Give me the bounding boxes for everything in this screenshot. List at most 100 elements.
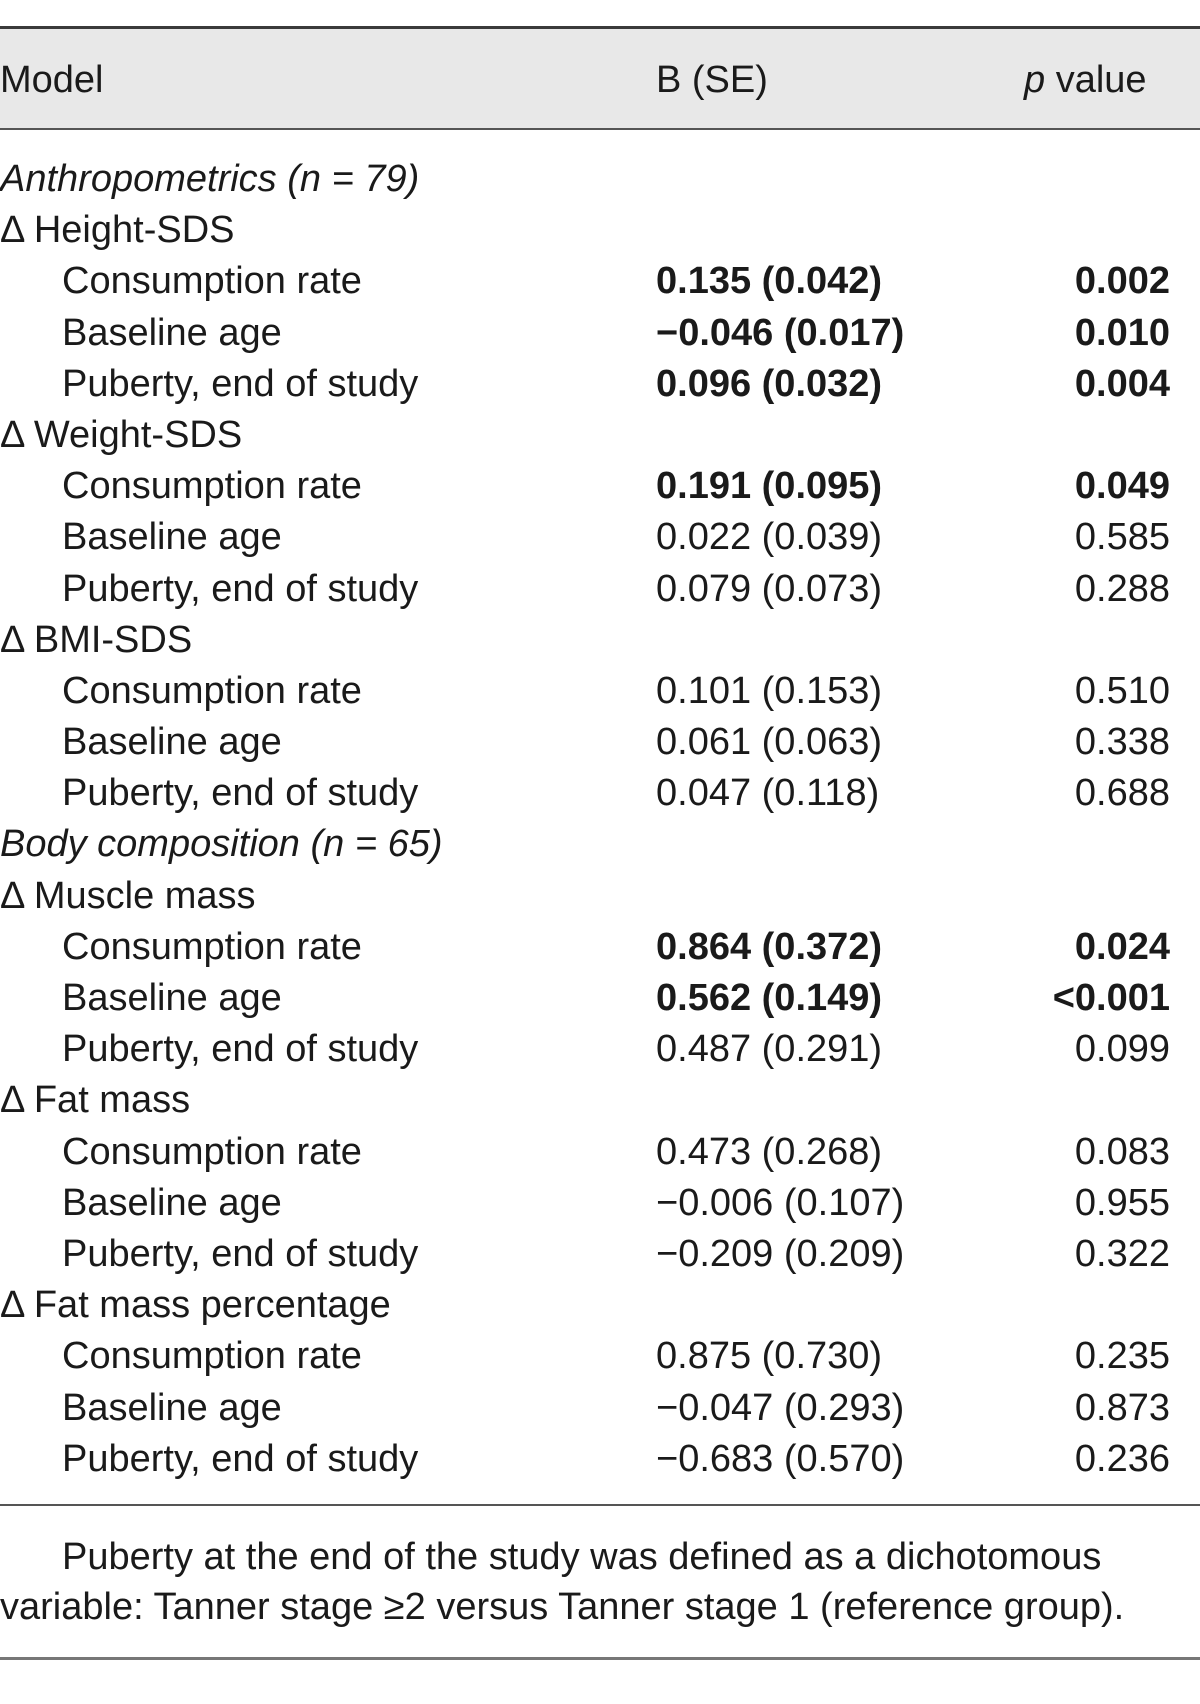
p-value-cell: 0.688 (1074, 772, 1170, 815)
row-label: Baseline age (62, 721, 282, 764)
b-se-cell: 0.875 (0.730) (656, 1335, 883, 1378)
p-value-cell: 0.083 (1074, 1130, 1170, 1173)
p-value-cell: 0.099 (1074, 1028, 1170, 1071)
header-rule (0, 128, 1200, 130)
b-se-cell: 0.135 (0.042) (656, 260, 883, 303)
table-row: Puberty, end of study −0.209 (0.209) 0.322 (0, 1229, 1200, 1280)
b-se-cell: 0.487 (0.291) (656, 1028, 883, 1071)
row-label: Puberty, end of study (62, 1232, 419, 1275)
table-row: Consumption rate 0.191 (0.095) 0.049 (0, 461, 1200, 512)
b-se-cell: 0.101 (0.153) (656, 669, 883, 712)
row-label: Consumption rate (62, 465, 362, 508)
group-row: Δ Muscle mass (0, 871, 1200, 922)
row-label: Puberty, end of study (62, 362, 419, 405)
section-row: Body composition (n = 65) (0, 819, 1200, 870)
p-value-cell: <0.001 (1052, 977, 1170, 1019)
footnote-line-2: variable: Tanner stage ≥2 versus Tanner … (0, 1586, 1125, 1628)
b-se-cell: 0.096 (0.032) (656, 362, 883, 405)
table-row: Consumption rate 0.473 (0.268) 0.083 (0, 1127, 1200, 1178)
row-label: Δ Weight-SDS (0, 413, 243, 456)
table-row: Baseline age −0.047 (0.293) 0.873 (0, 1383, 1200, 1434)
p-value-cell: 0.002 (1074, 260, 1170, 303)
p-value-cell: 0.510 (1074, 669, 1170, 712)
p-value-cell: 0.010 (1074, 311, 1170, 354)
row-label: Baseline age (62, 977, 282, 1019)
table-row: Baseline age 0.022 (0.039) 0.585 (0, 512, 1200, 563)
b-se-cell: 0.061 (0.063) (656, 721, 883, 764)
header-p-rest: value (1045, 59, 1147, 101)
group-row: Δ Fat mass percentage (0, 1280, 1200, 1331)
table-bottom-rule (0, 1504, 1200, 1506)
p-value-cell: 0.049 (1074, 465, 1170, 508)
row-label: Puberty, end of study (62, 1028, 419, 1071)
table-row: Consumption rate 0.875 (0.730) 0.235 (0, 1331, 1200, 1382)
p-value-cell: 0.024 (1074, 925, 1170, 968)
row-label: Δ Fat mass (0, 1079, 191, 1122)
p-value-cell: 0.004 (1074, 362, 1170, 405)
table-row: Consumption rate 0.135 (0.042) 0.002 (0, 256, 1200, 307)
p-value-cell: 0.235 (1074, 1335, 1170, 1378)
group-row: Δ BMI-SDS (0, 615, 1200, 666)
table-row: Consumption rate 0.864 (0.372) 0.024 (0, 922, 1200, 973)
table-row: Puberty, end of study −0.683 (0.570) 0.236 (0, 1434, 1200, 1485)
b-se-cell: −0.046 (0.017) (656, 311, 905, 354)
row-label: Consumption rate (62, 669, 362, 712)
header-b-se: B (SE) (656, 59, 768, 101)
header-model: Model (0, 59, 104, 101)
table-row: Baseline age −0.046 (0.017) 0.010 (0, 308, 1200, 359)
b-se-cell: −0.683 (0.570) (656, 1437, 905, 1480)
b-se-cell: 0.473 (0.268) (656, 1130, 883, 1173)
table-row: Consumption rate 0.101 (0.153) 0.510 (0, 666, 1200, 717)
table-row: Puberty, end of study 0.047 (0.118) 0.688 (0, 768, 1200, 819)
b-se-cell: −0.047 (0.293) (656, 1386, 905, 1429)
top-rule (0, 26, 1200, 29)
b-se-cell: 0.191 (0.095) (656, 465, 883, 508)
b-se-cell: 0.079 (0.073) (656, 567, 883, 610)
b-se-cell: −0.006 (0.107) (656, 1181, 905, 1224)
row-label: Δ Height-SDS (0, 209, 235, 252)
row-label: Δ Fat mass percentage (0, 1284, 391, 1327)
table-row: Puberty, end of study 0.079 (0.073) 0.288 (0, 564, 1200, 615)
row-label: Baseline age (62, 311, 282, 354)
p-value-cell: 0.338 (1074, 721, 1170, 764)
group-row: Δ Weight-SDS (0, 410, 1200, 461)
table-row: Baseline age 0.562 (0.149) <0.001 (0, 973, 1200, 1024)
row-label: Consumption rate (62, 1335, 362, 1378)
row-label: Consumption rate (62, 925, 362, 968)
header-p-value: p value (1024, 58, 1147, 102)
table-row: Puberty, end of study 0.096 (0.032) 0.004 (0, 359, 1200, 410)
b-se-cell: 0.022 (0.039) (656, 516, 883, 559)
p-value-cell: 0.288 (1074, 567, 1170, 610)
p-value-cell: 0.585 (1074, 516, 1170, 559)
row-label: Consumption rate (62, 1130, 362, 1173)
row-label: Puberty, end of study (62, 567, 419, 610)
p-value-cell: 0.236 (1074, 1437, 1170, 1480)
p-value-cell: 0.873 (1074, 1386, 1170, 1429)
row-label: Baseline age (62, 1181, 282, 1224)
row-label: Baseline age (62, 516, 282, 559)
b-se-cell: 0.562 (0.149) (656, 977, 883, 1019)
table-row: Baseline age 0.061 (0.063) 0.338 (0, 717, 1200, 768)
footnote-line-1: Puberty at the end of the study was defi… (62, 1536, 1102, 1578)
table-footnote: Puberty at the end of the study was defi… (0, 1532, 1200, 1632)
row-label: Consumption rate (62, 260, 362, 303)
group-row: Δ Height-SDS (0, 205, 1200, 256)
bottom-rule (0, 1657, 1200, 1660)
row-label: Puberty, end of study (62, 772, 419, 815)
b-se-cell: 0.864 (0.372) (656, 925, 883, 968)
table-row: Baseline age −0.006 (0.107) 0.955 (0, 1178, 1200, 1229)
group-row: Δ Fat mass (0, 1075, 1200, 1126)
p-value-cell: 0.322 (1074, 1232, 1170, 1275)
row-label: Puberty, end of study (62, 1437, 419, 1480)
row-label: Anthropometrics (n = 79) (0, 158, 420, 200)
row-label: Body composition (n = 65) (0, 823, 443, 866)
b-se-cell: −0.209 (0.209) (656, 1232, 905, 1275)
section-row: Anthropometrics (n = 79) (0, 154, 1200, 205)
table-header (0, 29, 1200, 128)
row-label: Baseline age (62, 1386, 282, 1429)
row-label: Δ Muscle mass (0, 874, 256, 917)
p-value-cell: 0.955 (1074, 1181, 1170, 1224)
row-label: Δ BMI-SDS (0, 618, 193, 661)
b-se-cell: 0.047 (0.118) (656, 772, 880, 815)
